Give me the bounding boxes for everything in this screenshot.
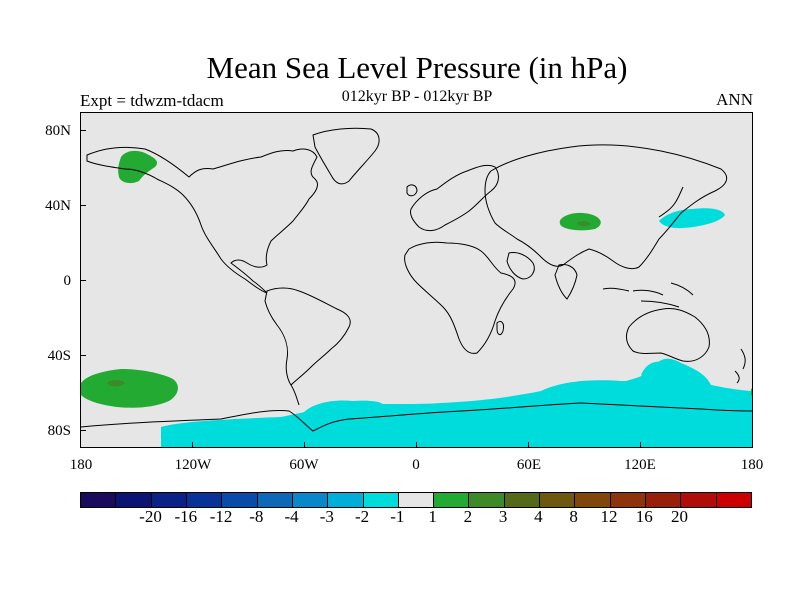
lon-label-120e: 120E — [624, 457, 656, 473]
australia — [625, 308, 710, 362]
colorbar-box — [434, 493, 470, 507]
europe — [410, 164, 499, 232]
antarctic-peninsula — [290, 384, 300, 406]
fill-weddell-negative — [303, 400, 385, 418]
experiment-label: Expt = tdwzm-tdacm — [80, 91, 224, 110]
colorbar-box — [151, 493, 187, 507]
arabia — [506, 252, 535, 280]
lat-label-0: 0 — [63, 273, 72, 289]
lat-label-80s: 80S — [47, 423, 71, 439]
africa — [404, 241, 516, 354]
tick-lon-60e — [528, 442, 529, 448]
lon-label-60e: 60E — [516, 457, 542, 473]
indonesia — [602, 282, 694, 308]
india — [554, 264, 578, 300]
colorbar-label: 1 — [428, 507, 437, 526]
colorbar-box — [257, 493, 293, 507]
fill-edge-positive — [751, 388, 752, 396]
tick-lon-120e — [640, 442, 641, 448]
colorbar-label: -2 — [355, 507, 370, 526]
colorbar-label: 16 — [635, 507, 653, 526]
colorbar-box — [716, 493, 751, 507]
colorbar-box — [398, 493, 435, 507]
lat-label-40n: 40N — [45, 198, 71, 214]
colorbar-label: -1 — [390, 507, 405, 526]
fill-alaska-positive — [118, 150, 158, 184]
asia — [484, 144, 728, 270]
tick-lat-40s — [80, 355, 86, 356]
british-isles — [406, 184, 418, 197]
colorbar-label: -8 — [249, 507, 264, 526]
new-zealand — [734, 348, 746, 384]
colorbar-label: 2 — [463, 507, 473, 526]
madagascar — [496, 320, 504, 336]
tick-lat-40n — [80, 205, 86, 206]
colorbar-label: -12 — [209, 507, 233, 526]
colorbar-box — [222, 493, 258, 507]
colorbar-label: -3 — [319, 507, 334, 526]
south-america — [264, 287, 351, 386]
fill-aus-southern-negative — [641, 361, 701, 389]
fill-south-pacific-positive — [81, 369, 178, 408]
colorbar-box — [186, 493, 223, 507]
colorbar-label: 8 — [569, 507, 578, 526]
colorbar-box — [646, 493, 682, 507]
tick-lat-80s — [80, 430, 86, 431]
tick-lon-120w — [192, 442, 193, 448]
coastlines — [81, 127, 752, 432]
japan — [658, 186, 684, 218]
lon-label-120w: 120W — [174, 457, 212, 473]
colorbar-box — [575, 493, 611, 507]
map-panel — [80, 112, 753, 448]
colorbar-box — [363, 493, 399, 507]
colorbar-box — [540, 493, 576, 507]
lat-label-80n: 80N — [45, 123, 71, 139]
colorbar-box — [81, 493, 117, 507]
antarctica — [81, 402, 752, 432]
colorbar-label: 3 — [498, 507, 508, 526]
lon-label-0: 0 — [412, 457, 420, 473]
tick-lon-0 — [416, 442, 417, 448]
greenland — [312, 127, 380, 185]
tick-lon-60w — [304, 442, 305, 448]
colorbar-box — [469, 493, 505, 507]
fill-tibet-core — [577, 221, 591, 227]
colorbar-label: 12 — [600, 507, 618, 526]
lat-label-40s: 40S — [47, 348, 71, 364]
figure-title: Mean Sea Level Pressure (in hPa) — [206, 50, 628, 85]
colorbar-box — [292, 493, 329, 507]
anomaly-fills — [81, 150, 752, 447]
lon-label-180e: 180 — [740, 457, 764, 473]
colorbar-label: -4 — [284, 507, 299, 526]
north-america — [86, 146, 318, 294]
colorbar-box — [328, 493, 364, 507]
colorbar-label: 4 — [534, 507, 543, 526]
period-label: ANN — [716, 90, 753, 109]
colorbar-box — [504, 493, 541, 507]
colorbar-box — [610, 493, 646, 507]
colorbar-label: -20 — [139, 507, 162, 526]
colorbar-box — [116, 493, 152, 507]
tick-lat-80n — [80, 130, 86, 131]
colorbar-label: -16 — [174, 507, 198, 526]
colorbar-box — [681, 493, 717, 507]
figure-subtitle: 012kyr BP - 012kyr BP — [341, 88, 493, 105]
fill-nw-pacific-negative — [659, 208, 725, 229]
map-svg — [81, 127, 752, 447]
fill-south-pacific-core — [107, 380, 125, 387]
colorbar — [80, 492, 752, 508]
lon-label-60w: 60W — [289, 457, 319, 473]
tick-lat-0 — [80, 280, 86, 281]
colorbar-label: 20 — [670, 507, 688, 526]
lon-label-180w: 180 — [69, 457, 93, 473]
